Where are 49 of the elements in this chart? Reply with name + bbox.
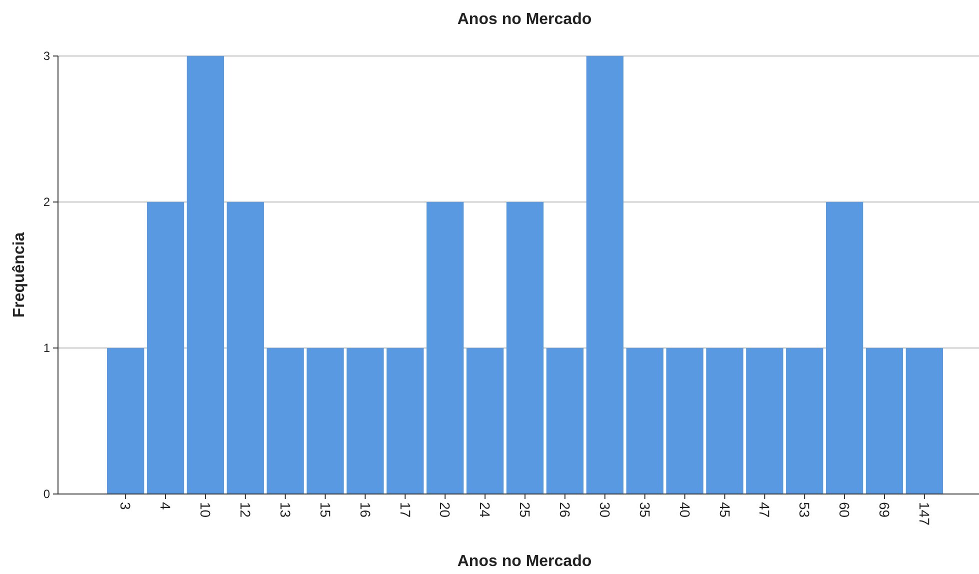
x-tick-label: 30: [596, 502, 613, 518]
x-tick-label: 40: [676, 502, 693, 518]
x-tick-label: 4: [158, 502, 174, 510]
x-tick-label: 47: [756, 502, 773, 518]
bar: [466, 348, 504, 494]
bar: [226, 202, 264, 494]
bar: [546, 348, 584, 494]
x-tick-label: 35: [636, 502, 653, 518]
x-tick-label: 147: [916, 502, 933, 526]
bar: [626, 348, 664, 494]
y-tick-label: 1: [43, 341, 50, 356]
x-tick-label: 25: [517, 502, 534, 518]
bar: [826, 202, 864, 494]
bar: [746, 348, 784, 494]
y-tick-label: 2: [43, 195, 50, 210]
x-axis-title: Anos no Mercado: [457, 553, 592, 570]
bar: [666, 348, 704, 494]
x-tick-label: 10: [198, 502, 214, 518]
x-tick-label: 16: [357, 502, 374, 518]
x-tick-label: 69: [876, 502, 893, 518]
x-tick-label: 15: [317, 502, 334, 518]
chart-title: Anos no Mercado: [457, 11, 592, 28]
x-tick-label: 20: [437, 502, 454, 518]
bar: [586, 56, 624, 494]
x-tick-label: 60: [836, 502, 853, 518]
x-tick-label: 12: [238, 502, 254, 518]
x-tick-label: 3: [118, 502, 134, 510]
bar: [906, 348, 943, 494]
bar: [186, 56, 224, 494]
bar: [706, 348, 744, 494]
bar: [506, 202, 544, 494]
bar: [306, 348, 344, 494]
x-tick-label: 13: [277, 502, 294, 518]
x-tick-label: 53: [796, 502, 813, 518]
y-axis-title: Frequência: [11, 232, 28, 318]
bar: [866, 348, 904, 494]
x-tick-label: 24: [477, 502, 494, 518]
bar: [386, 348, 424, 494]
y-tick-label: 0: [43, 487, 50, 502]
bar: [107, 348, 144, 494]
y-tick-label: 3: [43, 49, 50, 64]
x-tick-label: 45: [716, 502, 733, 518]
bar: [786, 348, 824, 494]
bar: [346, 348, 384, 494]
x-tick-label: 17: [397, 502, 414, 518]
bar: [266, 348, 304, 494]
x-tick-label: 26: [557, 502, 574, 518]
bar: [426, 202, 464, 494]
bar: [146, 202, 184, 494]
